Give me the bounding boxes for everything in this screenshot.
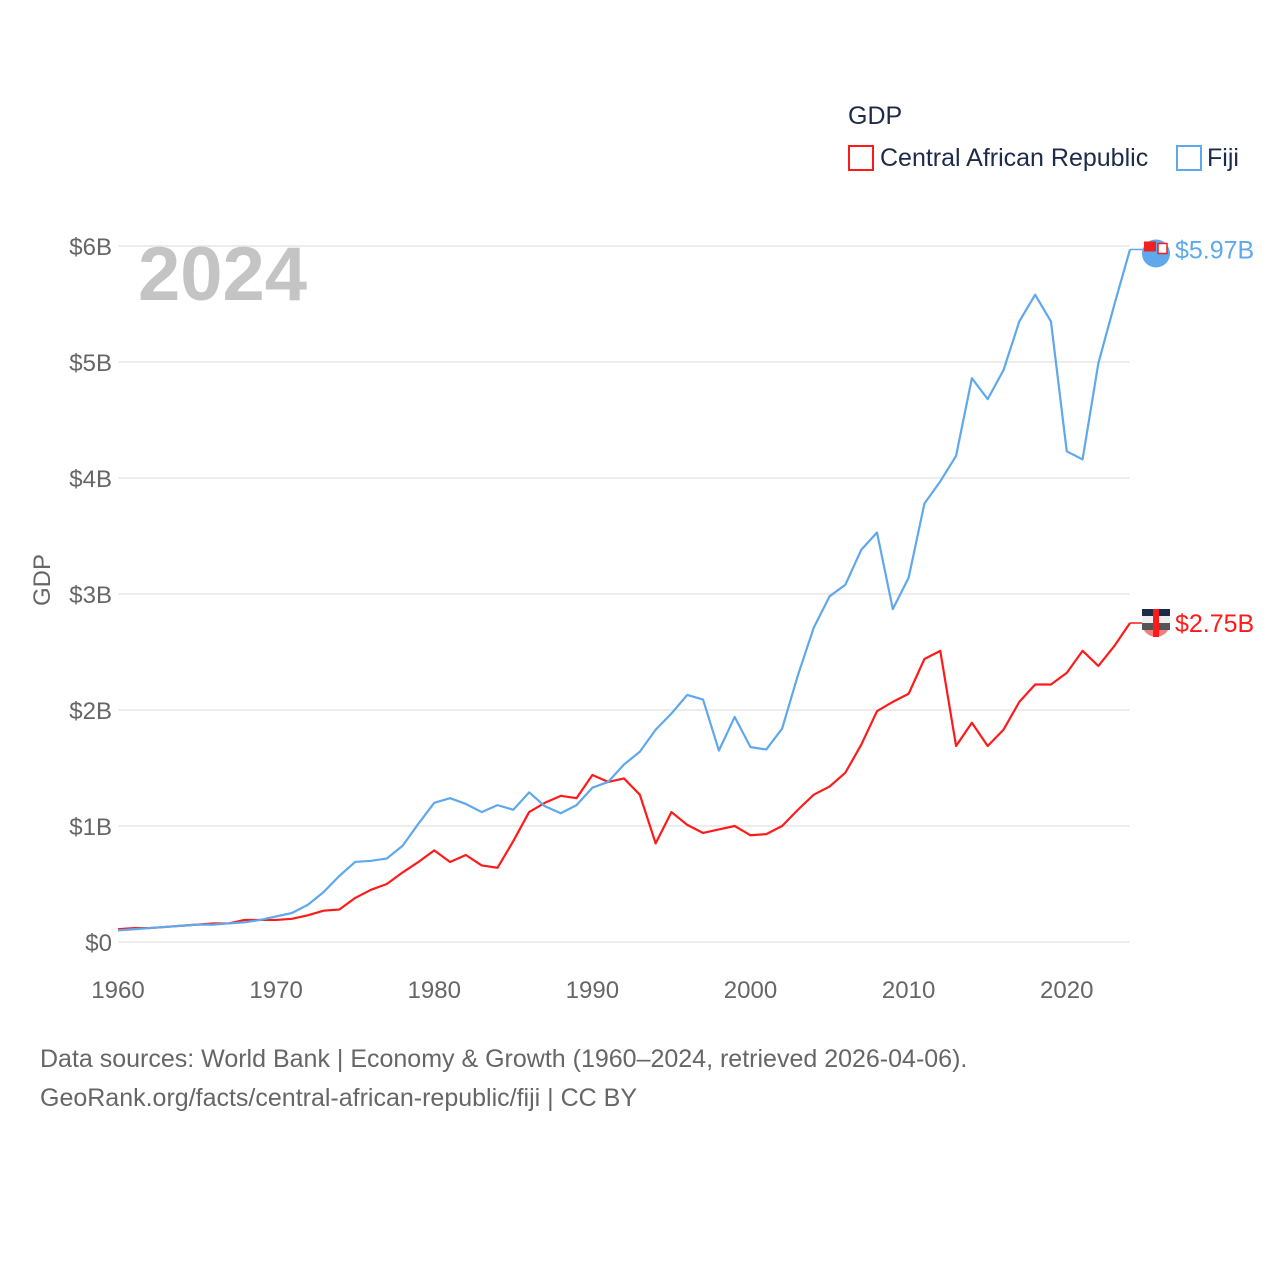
- series-line-fiji: [117, 249, 1132, 932]
- legend-swatch: [848, 145, 874, 171]
- x-tick-label: 1970: [249, 977, 302, 1004]
- x-tick-label: 1960: [91, 977, 144, 1004]
- attribution-link[interactable]: GeoRank.org/facts/central-african-republ…: [40, 1084, 637, 1112]
- x-tick-label: 2010: [882, 977, 935, 1004]
- x-tick-label: 2020: [1040, 977, 1093, 1004]
- y-tick-label: $6B: [69, 234, 112, 261]
- y-tick-label: $1B: [69, 814, 112, 841]
- data-source-note: Data sources: World Bank | Economy & Gro…: [40, 1045, 968, 1073]
- y-tick-label: $3B: [69, 582, 112, 609]
- central-african-republic-flag-icon: [1142, 609, 1170, 637]
- y-axis-label: GDP: [29, 554, 56, 606]
- x-tick-label: 2000: [724, 977, 777, 1004]
- end-value-label: $5.97B: [1175, 236, 1254, 264]
- legend-item-central-african-republic[interactable]: Central African Republic: [848, 144, 1148, 172]
- legend-item-fiji[interactable]: Fiji: [1176, 144, 1239, 172]
- legend-label: Central African Republic: [880, 144, 1148, 172]
- legend-title: GDP: [848, 102, 902, 130]
- legend-swatch: [1176, 145, 1202, 171]
- series-line-central-african-republic: [117, 622, 1131, 931]
- end-value-label: $2.75B: [1175, 610, 1254, 638]
- year-watermark: 2024: [138, 232, 307, 317]
- y-tick-label: $2B: [69, 698, 112, 725]
- y-tick-label: $5B: [69, 350, 112, 377]
- x-tick-label: 1980: [408, 977, 461, 1004]
- fiji-flag-icon: [1142, 239, 1170, 268]
- y-tick-label: $4B: [69, 466, 112, 493]
- legend-label: Fiji: [1207, 144, 1239, 172]
- x-tick-label: 1990: [566, 977, 619, 1004]
- y-tick-label: $0: [85, 930, 112, 957]
